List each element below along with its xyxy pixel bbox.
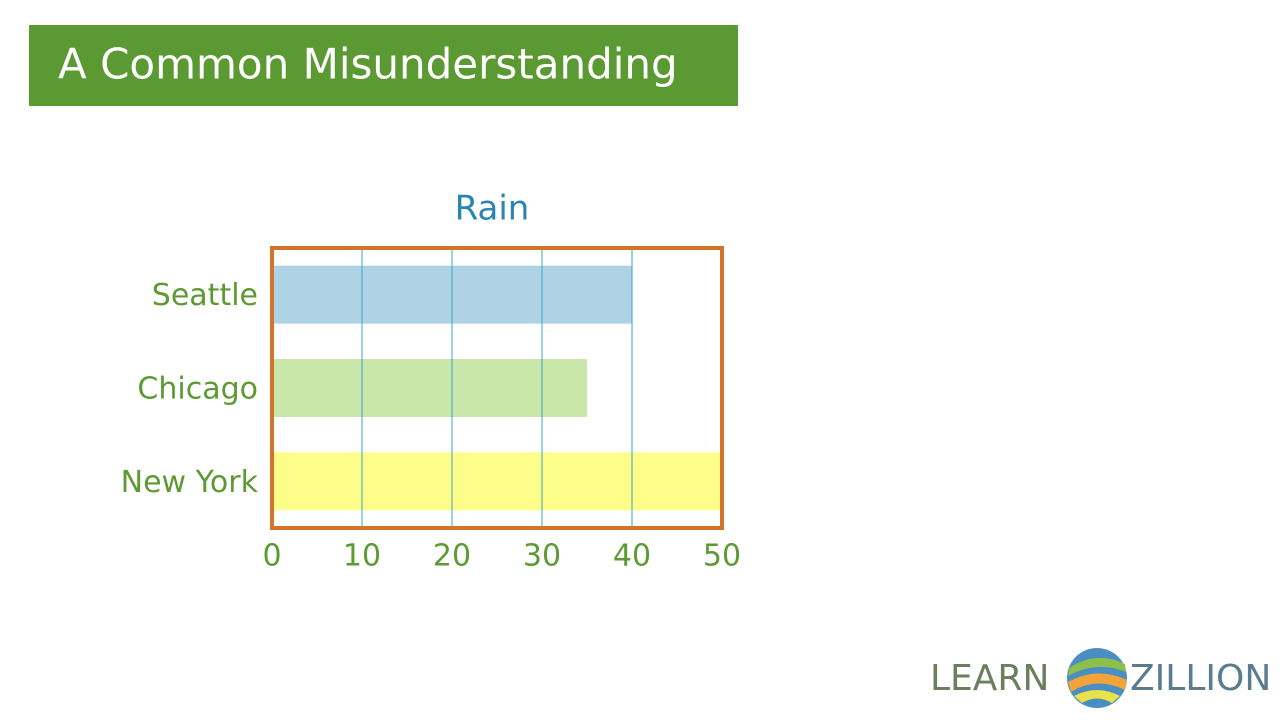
- x-tick-label: 0: [262, 539, 281, 574]
- plot: Seattle Chicago New York 0 10 20 30 40 50: [121, 246, 741, 574]
- logo-right: ZILLION: [1130, 658, 1271, 699]
- x-tick-label: 50: [703, 539, 741, 574]
- chart-title: Rain: [455, 189, 530, 229]
- logo-stripe: [1068, 657, 1126, 676]
- x-tick-label: 30: [523, 539, 561, 574]
- y-tick-label: Chicago: [137, 372, 258, 407]
- header-title: A Common Misunderstanding: [58, 40, 678, 89]
- logo-stripe: [1074, 690, 1120, 703]
- logo-stripe: [1068, 673, 1127, 692]
- logo: LEARN ZILLION: [930, 648, 1271, 708]
- x-tick-label: 20: [433, 539, 471, 574]
- bar: [272, 359, 587, 417]
- x-tick-label: 40: [613, 539, 651, 574]
- bar: [272, 452, 722, 511]
- logo-left: LEARN: [930, 658, 1049, 699]
- y-tick-label: Seattle: [152, 278, 258, 313]
- x-tick-label: 10: [343, 539, 381, 574]
- y-tick-label: New York: [121, 465, 259, 500]
- plot-frame: [270, 246, 724, 530]
- header-bar: [29, 25, 738, 106]
